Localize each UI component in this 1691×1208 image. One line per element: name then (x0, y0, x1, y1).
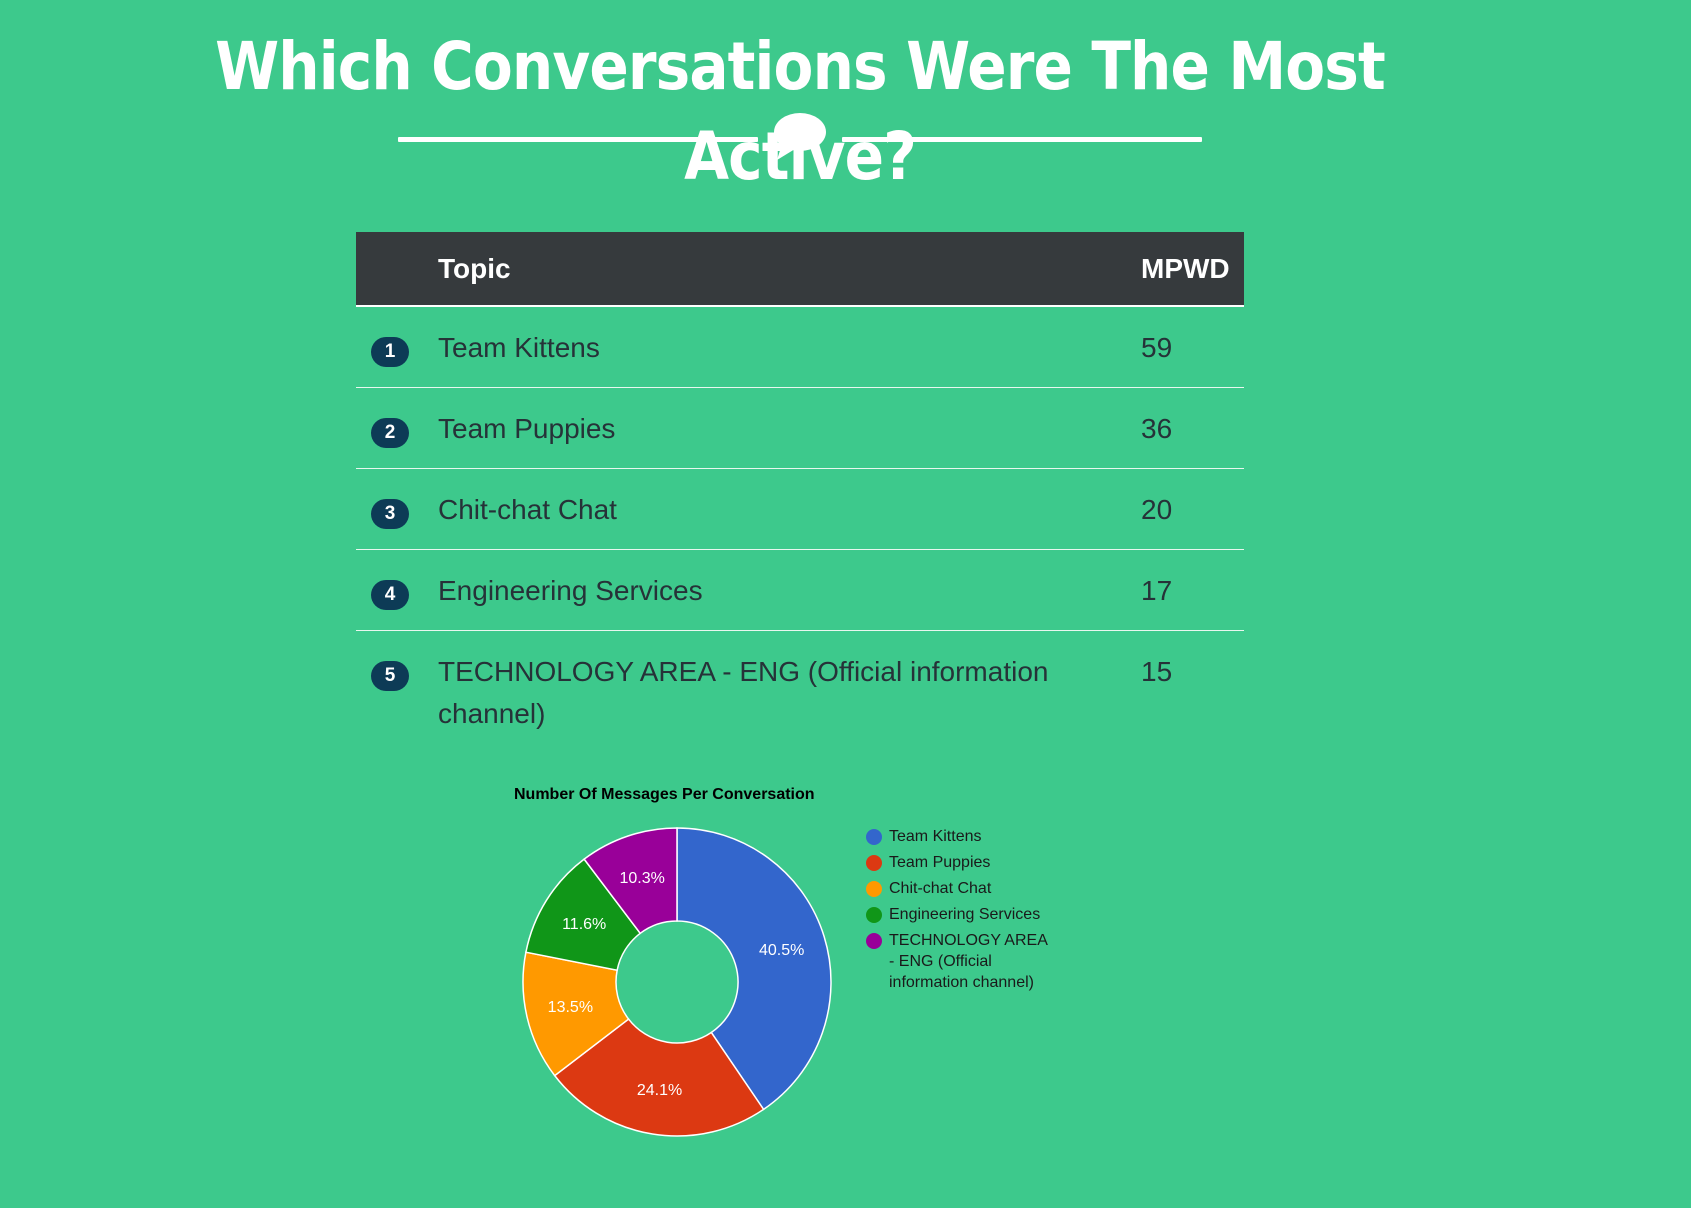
legend-item: TECHNOLOGY AREA - ENG (Official informat… (866, 930, 1096, 993)
table-row: 5 TECHNOLOGY AREA - ENG (Official inform… (356, 631, 1244, 754)
legend-label: Chit-chat Chat (889, 880, 992, 897)
page-title: Which Conversations Were The Most Active… (215, 28, 1386, 195)
table-row: 3 Chit-chat Chat 20 (356, 468, 1244, 550)
divider-line-right (842, 137, 1202, 142)
rank-badge: 2 (371, 418, 409, 448)
topic-cell: TECHNOLOGY AREA - ENG (Official informat… (438, 656, 1049, 729)
topic-cell: Team Kittens (438, 306, 1141, 388)
slice-label: 40.5% (759, 942, 804, 959)
table-row: 2 Team Puppies 36 (356, 387, 1244, 469)
mpwd-cell: 36 (1141, 387, 1244, 469)
slice-label: 13.5% (548, 999, 593, 1016)
ranking-table: Topic MPWD 1 Team Kittens 59 2 Team Pupp… (356, 232, 1244, 753)
topic-cell: Engineering Services (438, 549, 1141, 631)
rank-badge: 4 (371, 580, 409, 610)
rank-badge: 1 (371, 337, 409, 367)
mpwd-cell: 59 (1141, 306, 1244, 388)
speech-bubble-icon (774, 113, 826, 160)
donut-chart: Number Of Messages Per Conversation 40.5… (460, 770, 1100, 1150)
donut-slice (583, 827, 678, 935)
legend-swatch (866, 881, 882, 897)
rank-badge: 3 (371, 499, 409, 529)
legend-swatch (866, 907, 882, 923)
legend-swatch (866, 855, 882, 871)
mpwd-cell: 20 (1141, 468, 1244, 550)
header-mpwd: MPWD (1141, 232, 1244, 307)
table-row: 4 Engineering Services 17 (356, 549, 1244, 631)
divider-line-left (398, 137, 758, 142)
title-divider (398, 110, 1202, 170)
donut-slice (522, 951, 630, 1077)
legend-label: Team Kittens (889, 828, 982, 845)
legend-swatch (866, 933, 882, 949)
slice-label: 11.6% (562, 916, 606, 933)
chart-legend: Team Kittens Team Puppies Chit-chat Chat En… (866, 826, 1096, 998)
donut-slice (553, 1018, 765, 1137)
rank-badge: 5 (371, 661, 409, 691)
slice-label: 24.1% (637, 1082, 682, 1099)
header-topic: Topic (438, 232, 1141, 307)
donut-chart-plot: 40.5% 24.1% 13.5% 11.6% 10.3% (522, 827, 832, 1137)
legend-item: Engineering Services (866, 904, 1096, 925)
legend-label: TECHNOLOGY AREA - ENG (Official informat… (889, 932, 1047, 991)
mpwd-cell: 15 (1141, 656, 1173, 687)
legend-item: Chit-chat Chat (866, 878, 1096, 899)
legend-item: Team Puppies (866, 852, 1096, 873)
legend-swatch (866, 829, 882, 845)
donut-slice (676, 827, 832, 1111)
header-rank (356, 232, 438, 307)
legend-label: Team Puppies (889, 854, 991, 871)
table-header-row: Topic MPWD (356, 232, 1244, 307)
table-row: 1 Team Kittens 59 (356, 306, 1244, 388)
topic-cell: Team Puppies (438, 387, 1141, 469)
legend-item: Team Kittens (866, 826, 1096, 847)
mpwd-cell: 17 (1141, 549, 1244, 631)
chart-title: Number Of Messages Per Conversation (514, 786, 815, 803)
slice-label: 10.3% (619, 870, 664, 887)
legend-label: Engineering Services (889, 906, 1041, 923)
topic-cell: Chit-chat Chat (438, 468, 1141, 550)
